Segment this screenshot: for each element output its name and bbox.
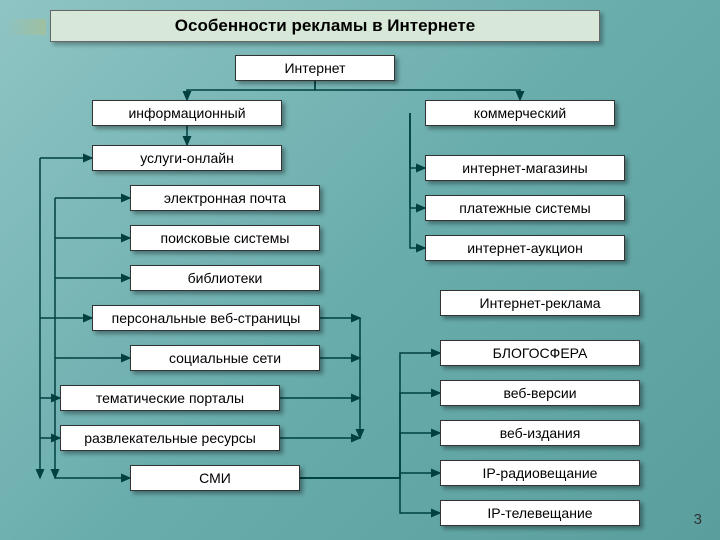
node-root: Интернет <box>235 55 395 81</box>
node-m6: веб-версии <box>440 380 640 406</box>
node-n3: поисковые системы <box>130 225 320 251</box>
node-n7: тематические порталы <box>60 385 280 411</box>
node-n9: СМИ <box>130 465 300 491</box>
node-n5: персональные веб-страницы <box>92 305 320 331</box>
node-m8: IP-радиовещание <box>440 460 640 486</box>
slide-title: Особенности рекламы в Интернете <box>50 10 600 42</box>
node-m3: интернет-аукцион <box>425 235 625 261</box>
title-text: Особенности рекламы в Интернете <box>175 16 475 36</box>
node-m4: Интернет-реклама <box>440 290 640 316</box>
node-n8: развлекательные ресурсы <box>60 425 280 451</box>
node-n1: услуги-онлайн <box>92 145 282 171</box>
node-m2: платежные системы <box>425 195 625 221</box>
node-m5: БЛОГОСФЕРА <box>440 340 640 366</box>
node-m7: веб-издания <box>440 420 640 446</box>
node-n4: библиотеки <box>130 265 320 291</box>
node-left-top: информационный <box>92 100 282 126</box>
slide-background <box>0 0 720 540</box>
node-m9: IP-телевещание <box>440 500 640 526</box>
node-n2: электронная почта <box>130 185 320 211</box>
slide-number: 3 <box>694 511 702 528</box>
node-m1: интернет-магазины <box>425 155 625 181</box>
node-right-top: коммерческий <box>425 100 615 126</box>
node-n6: социальные сети <box>130 345 320 371</box>
